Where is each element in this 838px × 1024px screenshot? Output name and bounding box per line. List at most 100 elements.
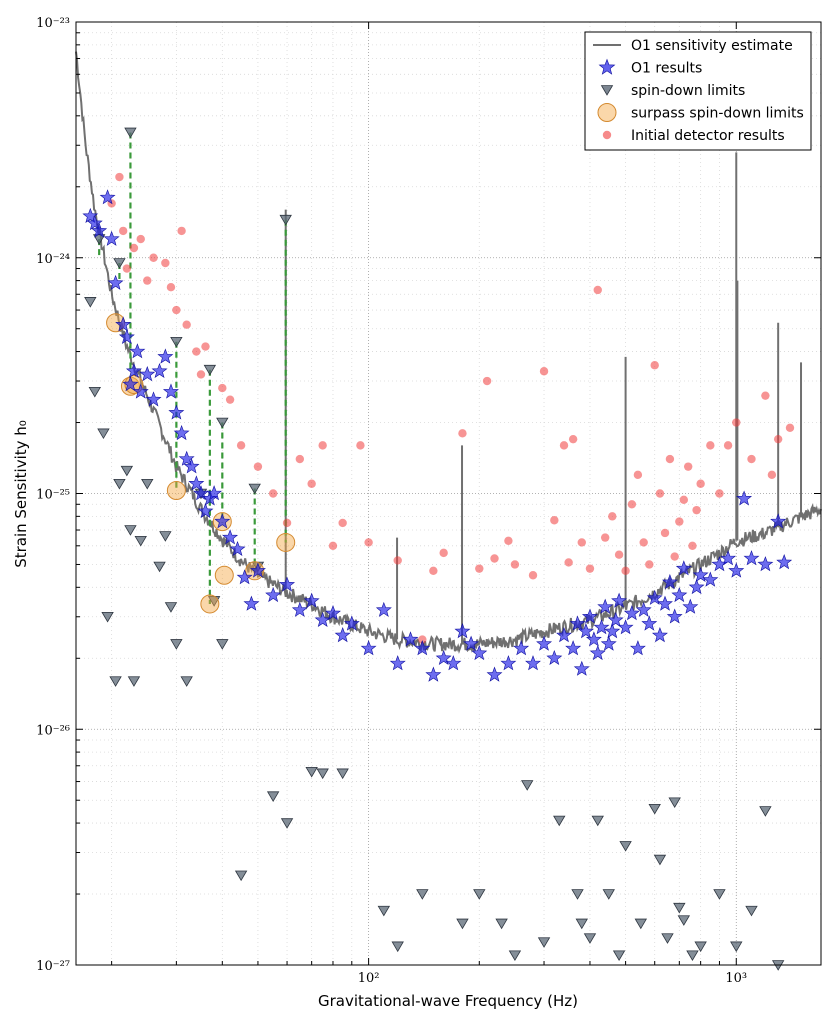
spin-down-limit-marker — [653, 854, 667, 866]
o1-result-star — [486, 666, 503, 682]
spin-down-limit-marker — [203, 364, 217, 376]
initial-detector-point — [767, 470, 777, 480]
initial-detector-point — [679, 495, 689, 505]
o1-result-star — [743, 550, 760, 566]
o1-result-star — [122, 376, 139, 392]
o1-result-star — [635, 601, 652, 617]
initial-detector-point — [670, 552, 679, 561]
initial-detector-point — [364, 538, 373, 547]
o1-result-star — [651, 627, 668, 643]
initial-detector-point — [328, 541, 338, 551]
legend-entry-label: surpass spin-down limits — [631, 106, 804, 122]
initial-detector-point — [732, 418, 741, 427]
o1-result-star — [671, 586, 688, 603]
initial-detector-point — [490, 554, 499, 563]
o1-result-star — [168, 404, 185, 420]
o1-result-star — [471, 644, 488, 661]
y-tick-label: 10⁻²⁶ — [36, 723, 70, 738]
spin-down-limit-marker — [661, 933, 674, 944]
spin-down-limit-marker — [619, 841, 632, 852]
initial-detector-point — [143, 276, 152, 285]
initial-detector-point — [675, 517, 684, 526]
o1-result-star — [236, 569, 253, 585]
o1-result-star — [513, 640, 530, 656]
initial-detector-point — [660, 528, 670, 538]
o1-result-star — [581, 608, 598, 624]
o1-result-star — [607, 611, 624, 627]
o1-result-star — [593, 619, 610, 635]
o1-result-star — [375, 601, 392, 617]
spin-down-limit-marker — [113, 478, 126, 490]
spin-down-limit-marker — [648, 803, 661, 815]
y-tick-label: 10⁻²⁵ — [36, 488, 70, 503]
o1-result-star — [125, 362, 142, 379]
o1-result-star — [265, 586, 282, 603]
spin-down-limit-marker — [88, 387, 102, 398]
o1-result-star — [425, 666, 442, 682]
x-axis-label: Gravitational-wave Frequency (Hz) — [318, 992, 578, 1010]
legend-entry-label: Initial detector results — [631, 128, 785, 144]
o1-result-star — [132, 383, 149, 399]
o1-result-star — [454, 623, 471, 639]
o1-result-star — [536, 635, 553, 651]
o1-result-star — [243, 595, 260, 611]
spin-down-limit-marker — [602, 889, 615, 900]
o1-result-star — [343, 615, 360, 631]
initial-detector-point — [122, 264, 132, 273]
o1-result-star — [720, 550, 737, 566]
initial-detector-point — [236, 441, 246, 450]
spin-down-limit-marker — [668, 797, 681, 809]
initial-detector-point — [608, 512, 617, 521]
initial-detector-point — [129, 243, 139, 253]
x-tick-label: 10² — [358, 971, 380, 986]
initial-detector-point — [166, 283, 176, 292]
initial-detector-point — [253, 462, 263, 471]
spin-down-limits-layer — [84, 127, 785, 971]
o1-result-star — [657, 595, 673, 611]
o1-result-star — [611, 592, 627, 608]
spin-down-limit-marker — [279, 214, 292, 226]
o1-result-star — [757, 556, 774, 572]
initial-detector-point — [161, 258, 170, 268]
legend-entry-label: O1 results — [631, 61, 702, 77]
initial-detector-point — [282, 518, 292, 528]
grid-lines — [76, 22, 821, 966]
spin-down-limit-marker — [612, 950, 626, 961]
initial-detector-point — [218, 383, 227, 393]
initial-detector-point — [639, 538, 648, 547]
spin-down-limit-marker — [180, 676, 193, 687]
spin-down-limit-marker — [280, 818, 294, 829]
o1-result-star — [435, 649, 452, 665]
spin-down-limit-marker — [591, 815, 604, 827]
initial-detector-point — [568, 434, 578, 444]
initial-detector-point — [528, 571, 538, 580]
initial-detector-point — [585, 564, 595, 573]
spin-down-limit-marker — [113, 258, 126, 269]
spin-down-limit-marker — [673, 902, 686, 914]
initial-detector-point — [692, 505, 701, 515]
y-tick-label: 10⁻²⁴ — [36, 252, 70, 267]
o1-result-star — [229, 540, 246, 556]
initial-detector-point — [307, 479, 316, 488]
spin-down-limit-marker — [153, 561, 166, 573]
initial-detector-point — [196, 370, 206, 379]
legend-star-swatch — [598, 58, 616, 75]
axis-ticks: 10² 10³ 10⁻²³ 10⁻²⁴ 10⁻²⁵ 10⁻²⁶ 10⁻²⁷ — [36, 16, 821, 986]
legend-circle-swatch — [602, 130, 612, 140]
o1-result-star — [600, 635, 617, 651]
spin-down-limit-marker — [713, 889, 726, 900]
spin-down-limit-marker — [101, 611, 114, 623]
o1-result-star — [303, 592, 320, 608]
o1-result-star — [107, 274, 124, 291]
spin-down-limit-marker — [553, 815, 566, 827]
spin-down-limit-marker — [316, 768, 329, 780]
o1-result-star — [157, 348, 174, 364]
spin-down-limit-marker — [127, 676, 141, 687]
spin-down-limit-marker — [336, 768, 349, 780]
initial-detector-point — [482, 376, 492, 386]
initial-detector-point — [393, 556, 402, 565]
initial-detector-point — [600, 533, 610, 542]
legend-large-circle-swatch — [597, 103, 617, 122]
o1-result-star — [682, 598, 699, 614]
initial-detector-point — [633, 470, 643, 480]
